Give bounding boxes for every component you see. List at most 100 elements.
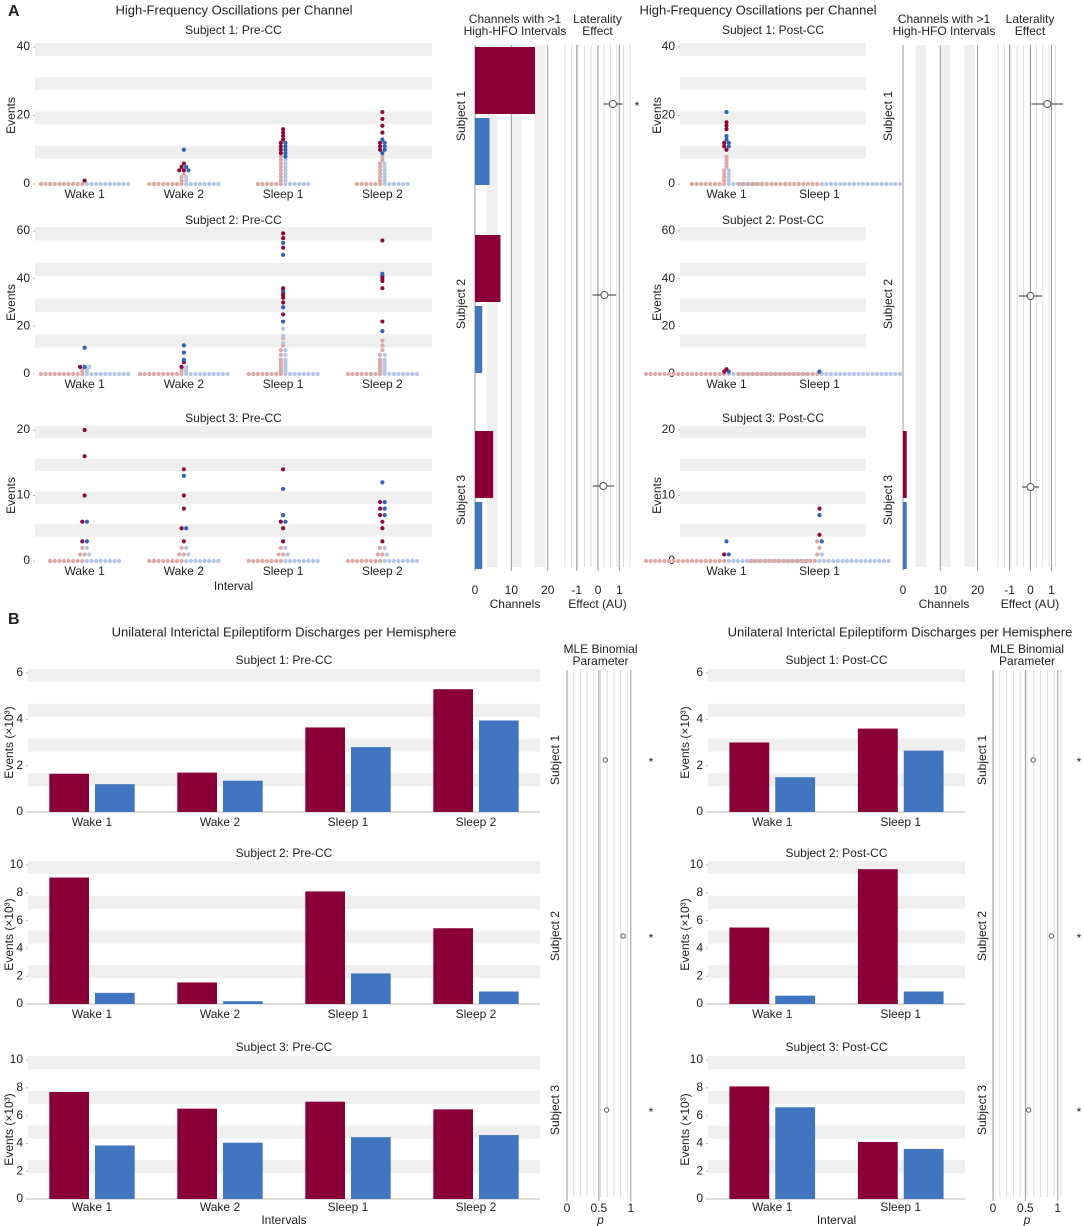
dot — [264, 558, 270, 564]
x-tick-label: Sleep 2 — [456, 1200, 497, 1214]
x-tick-label: Wake 1 — [752, 815, 793, 829]
y-tick-label: 4 — [16, 941, 23, 955]
dot — [746, 371, 751, 377]
x-tick-label: Sleep 1 — [328, 815, 369, 829]
chart-title: Subject 2: Post-CC — [785, 846, 887, 860]
dot — [89, 371, 94, 377]
dot — [819, 539, 824, 544]
dot — [778, 371, 783, 377]
dot — [384, 552, 390, 557]
dot — [84, 539, 90, 544]
annotation: * — [1077, 931, 1082, 945]
dot — [722, 140, 727, 145]
bar — [95, 1145, 135, 1199]
point — [620, 933, 626, 939]
dot — [281, 333, 286, 338]
y-axis-label: Events — [4, 97, 18, 134]
dot — [726, 168, 731, 173]
dot — [156, 558, 161, 564]
dot — [269, 371, 274, 377]
x-tick-label: Wake 2 — [200, 815, 241, 829]
dot — [278, 178, 283, 183]
dot — [281, 252, 286, 257]
chart-title: Subject 1: Pre-CC — [236, 653, 333, 667]
x-axis-label: Interval — [817, 1213, 856, 1226]
dot — [736, 181, 742, 187]
dot — [147, 371, 152, 377]
y-axis-label: Events — [650, 284, 664, 321]
dot — [382, 164, 387, 169]
bar — [857, 728, 898, 812]
x-tick-label: Sleep 2 — [456, 815, 497, 829]
dot — [377, 178, 383, 183]
dot — [817, 545, 822, 551]
dot — [877, 558, 882, 564]
dot — [287, 371, 293, 377]
dot — [82, 454, 87, 459]
dot — [643, 558, 649, 564]
dot — [184, 364, 189, 369]
dot — [278, 168, 283, 173]
dot — [380, 348, 385, 353]
dot — [77, 364, 83, 369]
dot — [165, 558, 170, 564]
dot — [414, 558, 419, 564]
dot — [847, 181, 852, 187]
dot — [246, 371, 251, 377]
panel-title: Unilateral Interictal Epileptiform Disch… — [728, 624, 1073, 639]
dot — [103, 371, 108, 377]
x-tick-label: Sleep 1 — [880, 815, 921, 829]
dot — [879, 181, 884, 187]
stripe — [35, 227, 432, 241]
x-tick-label: -1 — [1004, 583, 1015, 597]
x-tick-label: Sleep 2 — [362, 564, 403, 578]
dot — [838, 181, 843, 187]
bar — [223, 1001, 263, 1004]
dot — [94, 371, 99, 377]
dot — [722, 144, 727, 149]
dot — [278, 157, 283, 163]
dot — [276, 552, 281, 557]
dot — [764, 181, 769, 187]
point — [1043, 100, 1052, 108]
dot — [161, 558, 166, 564]
dot — [648, 558, 653, 564]
dot — [281, 319, 286, 324]
dot — [301, 371, 306, 377]
dot — [842, 371, 847, 377]
bar — [433, 928, 473, 1004]
dot — [283, 178, 288, 183]
y-tick-label: 20 — [17, 422, 31, 436]
dot — [147, 558, 152, 564]
x-tick-label: -1 — [571, 583, 582, 597]
stripe — [680, 334, 866, 348]
dot — [377, 499, 383, 505]
dot — [769, 181, 774, 187]
panel-title: High-Frequency Oscillations per Channel — [639, 2, 876, 17]
x-tick-label: Sleep 1 — [880, 1007, 921, 1021]
dot — [817, 506, 822, 511]
x-tick-label: Wake 1 — [72, 815, 113, 829]
stripe — [708, 1090, 965, 1104]
dot — [380, 154, 385, 159]
category-label: Subject 3 — [975, 1085, 989, 1135]
bar — [903, 991, 944, 1004]
stripe — [708, 895, 965, 909]
y-tick-label: 0 — [696, 804, 703, 818]
dot — [810, 371, 815, 377]
dot — [750, 371, 755, 377]
dot — [278, 357, 283, 362]
dot — [354, 181, 360, 187]
dot — [181, 147, 186, 152]
point — [1048, 933, 1054, 939]
y-tick-label: 4 — [696, 941, 703, 955]
dot — [184, 175, 189, 180]
dot — [741, 181, 746, 187]
bar — [177, 772, 217, 812]
dot — [126, 371, 131, 377]
x-tick-label: Sleep 1 — [263, 187, 304, 201]
dot — [301, 558, 306, 564]
dot — [283, 147, 288, 152]
x-tick-label: 0 — [900, 583, 907, 597]
dot — [48, 181, 53, 187]
